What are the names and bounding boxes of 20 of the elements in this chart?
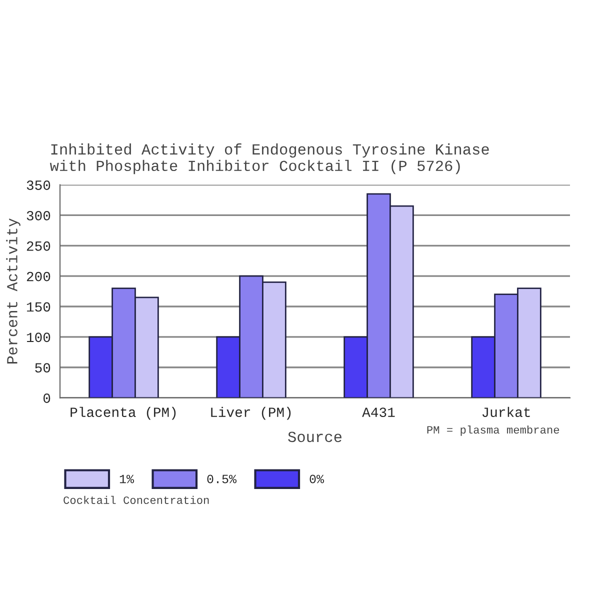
y-tick-label: 150 bbox=[26, 302, 50, 312]
x-tick-label: A431 bbox=[362, 408, 395, 418]
chart-title: Inhibited Activity of Endogenous Tyrosine Kinase with Phosphate Inhibitor Cocktail II (P 5726) bbox=[50, 143, 489, 174]
x-tick-label: Liver (PM) bbox=[211, 406, 291, 420]
y-tick-label: 300 bbox=[26, 210, 50, 220]
legend-title: Cocktail Concentration bbox=[64, 496, 209, 504]
y-axis-title: Percent Activity bbox=[6, 218, 20, 364]
y-tick-label: 50 bbox=[35, 363, 50, 373]
y-tick-label: 200 bbox=[26, 272, 50, 282]
text: PM = plasma membrane bbox=[427, 425, 560, 436]
y-tick-label: 0 bbox=[43, 394, 50, 403]
legend-label: 1% bbox=[120, 474, 134, 484]
x-tick-label: Placenta (PM) bbox=[70, 406, 176, 420]
legend-label: 0.5% bbox=[207, 474, 237, 484]
y-tick-label: 100 bbox=[26, 332, 50, 342]
y-tick-label: 350 bbox=[26, 180, 50, 190]
x-tick-label: Jurkat bbox=[482, 406, 530, 418]
legend-label: 0% bbox=[310, 474, 324, 484]
x-axis-title: Source bbox=[288, 432, 342, 442]
y-tick-label: 250 bbox=[26, 241, 50, 251]
